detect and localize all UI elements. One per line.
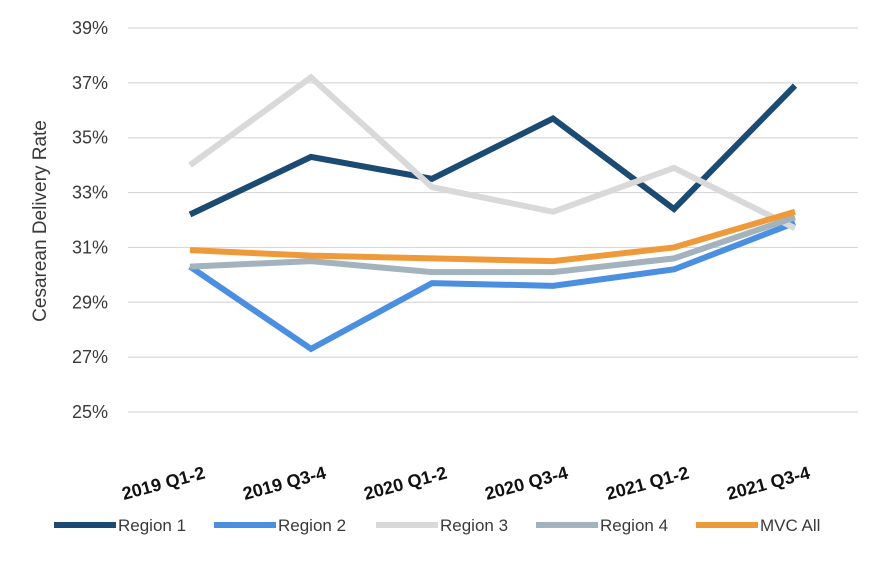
y-tick-label: 25% [72,402,108,422]
y-tick-label: 33% [72,183,108,203]
legend-label: Region 1 [118,516,186,535]
series-line-5 [189,208,796,265]
y-tick-label: 27% [72,347,108,367]
x-tick-label: 2021 Q1-2 [604,463,691,504]
y-tick-label: 31% [72,237,108,257]
y-tick-label: 35% [72,128,108,148]
x-tick-label: 2021 Q3-4 [725,463,812,504]
x-tick-label: 2019 Q1-2 [120,463,207,504]
legend-label: MVC All [760,516,820,535]
y-tick-label: 29% [72,292,108,312]
y-axis-ticks: 25% 27% 29% 31% 33% 35% 37% 39% [72,18,108,422]
x-tick-label: 2020 Q1-2 [362,463,449,504]
series-lines [188,73,798,353]
y-tick-label: 39% [72,18,108,38]
legend-label: Region 3 [440,516,508,535]
series-line-4 [189,214,796,276]
x-tick-label: 2019 Q3-4 [241,463,328,504]
gridlines [128,27,858,413]
series-line-1 [188,83,798,218]
series-line-2 [188,219,797,353]
y-axis-label: Cesarean Delivery Rate [30,120,51,322]
series-line-3 [188,73,797,231]
x-tick-label: 2020 Q3-4 [483,463,570,504]
legend: Region 1 Region 2 Region 3 Region 4 MVC All [54,516,820,535]
legend-label: Region 2 [278,516,346,535]
y-tick-label: 37% [72,73,108,93]
legend-label: Region 4 [600,516,668,535]
x-axis-ticks: 2019 Q1-2 2019 Q3-4 2020 Q1-2 2020 Q3-4 2021… [120,463,812,504]
